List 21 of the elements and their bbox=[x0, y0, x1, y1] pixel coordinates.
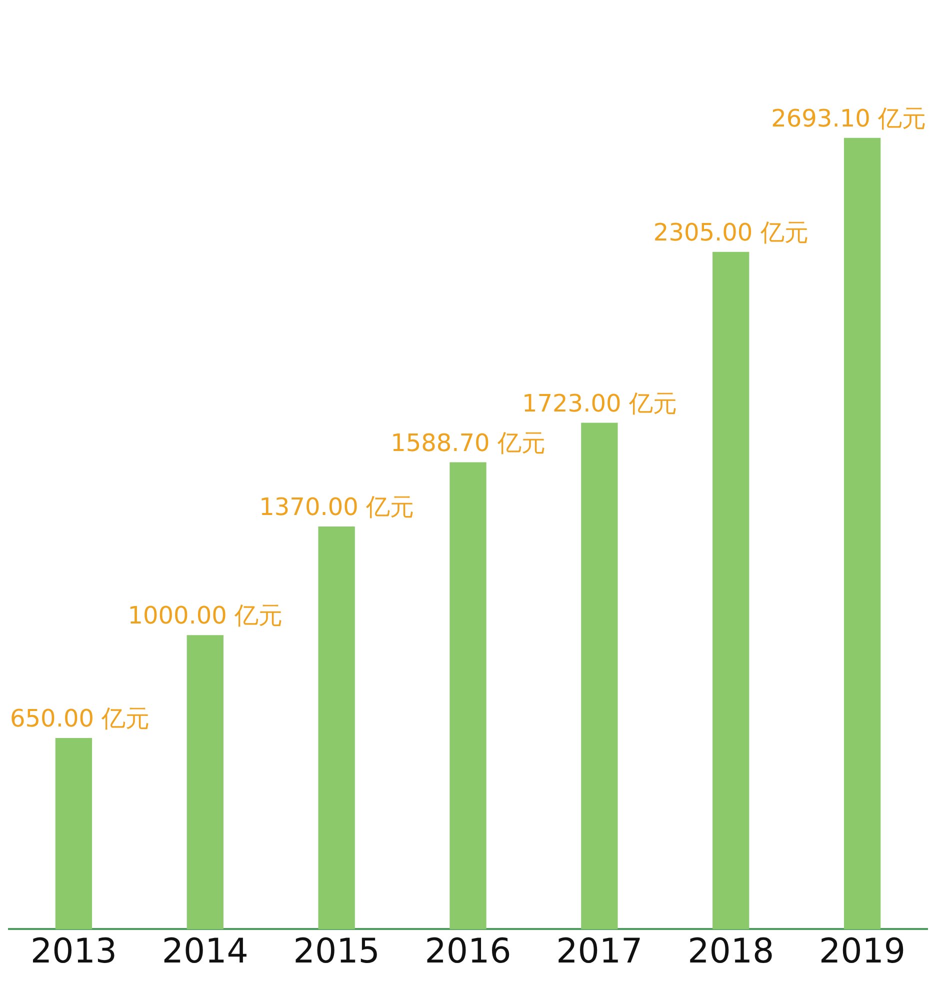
x-tick-label: 2015 bbox=[293, 931, 380, 972]
data-label: 2693.10 亿元 bbox=[771, 104, 926, 132]
data-label: 1370.00 亿元 bbox=[259, 493, 414, 522]
bar bbox=[55, 738, 92, 930]
bar bbox=[318, 526, 355, 930]
data-label: 2305.00 亿元 bbox=[653, 218, 808, 246]
x-tick-label: 2016 bbox=[424, 931, 512, 972]
x-tick-label: 2013 bbox=[30, 931, 117, 972]
data-label: 650.00 亿元 bbox=[10, 704, 150, 733]
x-tick-label: 2017 bbox=[556, 931, 643, 972]
data-label: 1723.00 亿元 bbox=[522, 389, 677, 418]
bar bbox=[581, 422, 618, 930]
x-tick-label: 2019 bbox=[819, 931, 906, 972]
bar bbox=[712, 252, 750, 930]
bar bbox=[844, 138, 881, 930]
data-label: 1588.70 亿元 bbox=[390, 428, 546, 457]
data-label: 1000.00 亿元 bbox=[128, 602, 283, 630]
x-tick-label: 2014 bbox=[162, 931, 248, 972]
bar bbox=[450, 462, 486, 930]
x-tick-label: 2018 bbox=[688, 931, 774, 972]
bar bbox=[186, 635, 224, 930]
